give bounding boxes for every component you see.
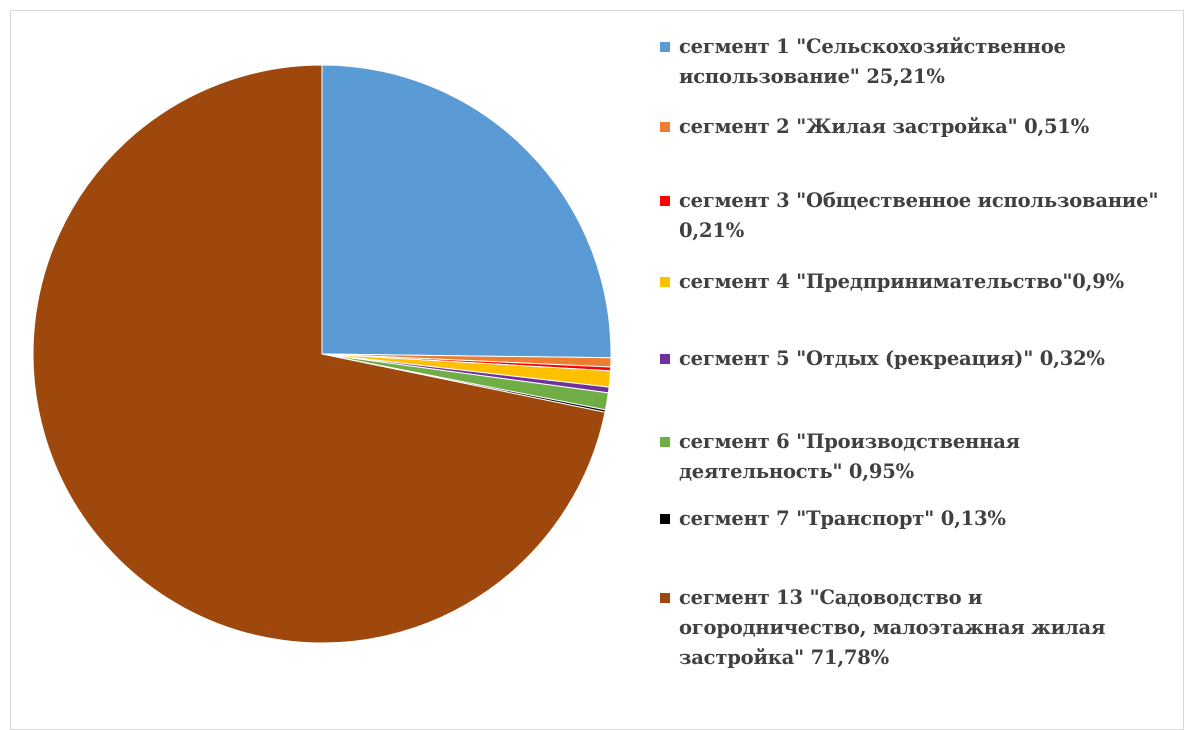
legend-label-segment-4: сегмент 4 "Предпринимательство"0,9%: [679, 270, 1124, 293]
pie-chart: [32, 64, 612, 644]
legend-label-segment-3: сегмент 3 "Общественное использование" 0…: [679, 189, 1159, 242]
legend-item-segment-7: сегмент 7 "Транспорт" 0,13%: [660, 504, 1006, 534]
legend-swatch-segment-5: [660, 354, 670, 364]
legend-swatch-segment-6: [660, 437, 670, 447]
legend-swatch-segment-13: [660, 593, 670, 603]
legend-item-segment-2: сегмент 2 "Жилая застройка" 0,51%: [660, 112, 1089, 142]
legend-label-segment-1: сегмент 1 "Сельскохозяйственное использо…: [679, 35, 1066, 88]
legend-item-segment-3: сегмент 3 "Общественное использование" 0…: [660, 186, 1159, 246]
legend-item-segment-1: сегмент 1 "Сельскохозяйственное использо…: [660, 32, 1066, 92]
legend-label-segment-7: сегмент 7 "Транспорт" 0,13%: [679, 507, 1006, 530]
legend-label-segment-5: сегмент 5 "Отдых (рекреация)" 0,32%: [679, 347, 1105, 370]
pie-slice-segment-13: [32, 64, 606, 644]
legend-item-segment-4: сегмент 4 "Предпринимательство"0,9%: [660, 267, 1124, 297]
legend-swatch-segment-2: [660, 122, 670, 132]
legend-label-segment-13: сегмент 13 "Садоводство и огородничество…: [679, 586, 1106, 669]
legend-swatch-segment-4: [660, 277, 670, 287]
legend-swatch-segment-3: [660, 196, 670, 206]
legend-swatch-segment-7: [660, 514, 670, 524]
legend-item-segment-5: сегмент 5 "Отдых (рекреация)" 0,32%: [660, 344, 1105, 374]
legend-swatch-segment-1: [660, 42, 670, 52]
legend-item-segment-13: сегмент 13 "Садоводство и огородничество…: [660, 583, 1105, 673]
pie-slice-segment-1: [321, 64, 612, 359]
legend-item-segment-6: сегмент 6 "Производственная деятельность…: [660, 427, 1020, 487]
legend-label-segment-2: сегмент 2 "Жилая застройка" 0,51%: [679, 115, 1090, 138]
legend-label-segment-6: сегмент 6 "Производственная деятельность…: [679, 430, 1020, 483]
